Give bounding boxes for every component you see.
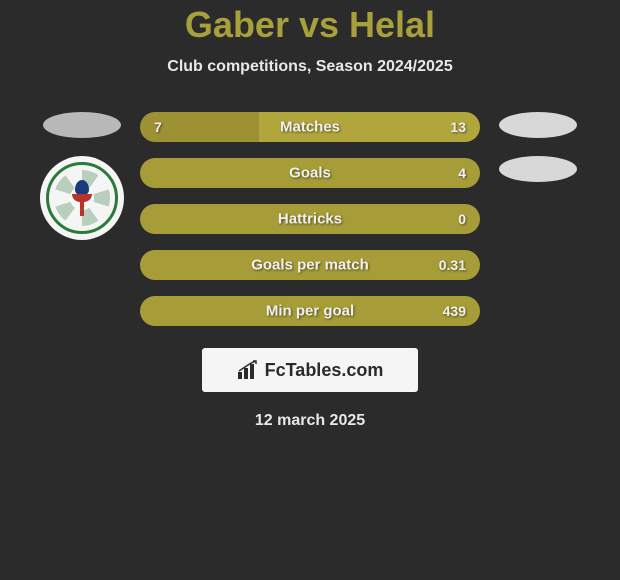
- stat-label: Hattricks: [278, 211, 342, 228]
- date-label: 12 march 2025: [255, 412, 365, 430]
- left-player-col: [42, 112, 122, 240]
- page-subtitle: Club competitions, Season 2024/2025: [167, 58, 452, 76]
- stat-value-right: 13: [450, 119, 466, 135]
- barchart-icon: [237, 360, 259, 380]
- stat-label: Min per goal: [266, 303, 354, 320]
- page-title: Gaber vs Helal: [185, 4, 435, 46]
- stat-row-hattricks: Hattricks 0: [140, 204, 480, 234]
- comparison-row: Matches 7 13 Goals 4 Hattricks 0 Goals per matc…: [0, 112, 620, 326]
- stat-value-left: 7: [154, 119, 162, 135]
- source-logo[interactable]: FcTables.com: [202, 348, 418, 392]
- stat-bars: Matches 7 13 Goals 4 Hattricks 0 Goals per matc…: [140, 112, 480, 326]
- stat-value-right: 0.31: [439, 257, 466, 273]
- club-badge-left: [40, 156, 124, 240]
- stat-row-matches: Matches 7 13: [140, 112, 480, 142]
- stat-row-goals-per-match: Goals per match 0.31: [140, 250, 480, 280]
- logo-text: FcTables.com: [265, 360, 384, 381]
- stats-comparison-card: Gaber vs Helal Club competitions, Season…: [0, 0, 620, 580]
- torch-icon: [70, 180, 94, 216]
- stat-value-right: 439: [443, 303, 466, 319]
- stat-label: Goals per match: [251, 257, 369, 274]
- stat-label: Matches: [280, 119, 340, 136]
- stat-row-goals: Goals 4: [140, 158, 480, 188]
- stat-value-right: 0: [458, 211, 466, 227]
- stat-row-min-per-goal: Min per goal 439: [140, 296, 480, 326]
- club-badge-inner: [46, 162, 118, 234]
- club-badge-placeholder-right: [499, 156, 577, 182]
- right-player-col: [498, 112, 578, 182]
- player-photo-placeholder-right: [499, 112, 577, 138]
- player-photo-placeholder-left: [43, 112, 121, 138]
- stat-value-right: 4: [458, 165, 466, 181]
- stat-label: Goals: [289, 165, 331, 182]
